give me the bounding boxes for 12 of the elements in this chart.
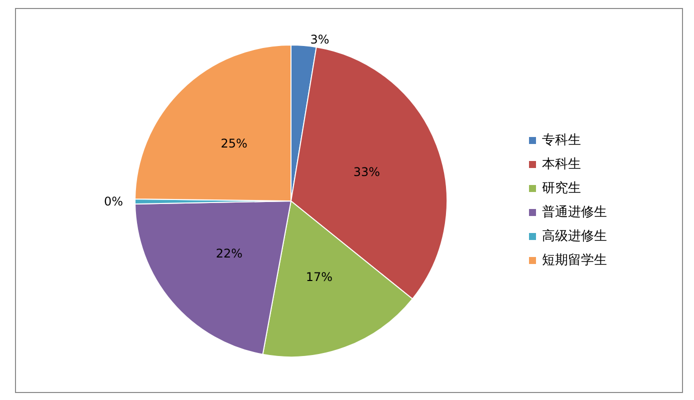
data-label: 33% bbox=[353, 165, 380, 180]
data-label: 0% bbox=[104, 194, 123, 209]
data-label: 25% bbox=[220, 136, 248, 150]
legend-label: 研究生 bbox=[542, 181, 581, 196]
data-label: 22% bbox=[216, 246, 243, 260]
data-label: 3% bbox=[310, 32, 330, 47]
legend-label: 短期留学生 bbox=[542, 253, 607, 268]
legend-label: 普通进修生 bbox=[542, 204, 607, 220]
data-label: 17% bbox=[306, 270, 332, 284]
legend-label: 专科生 bbox=[542, 133, 581, 148]
legend-label: 高级进修生 bbox=[542, 228, 607, 244]
legend-label: 本科生 bbox=[542, 157, 581, 172]
